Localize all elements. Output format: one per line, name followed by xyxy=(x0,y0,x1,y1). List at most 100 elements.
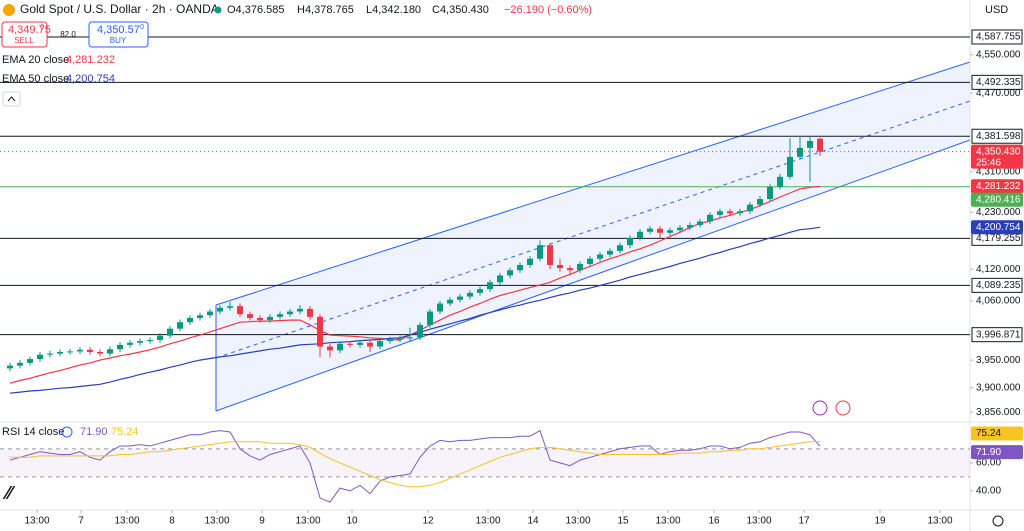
y-tick-label: 3,856.000 xyxy=(976,407,1021,418)
x-tick-label: 13:00 xyxy=(746,516,771,527)
level-label: 3,996.871 xyxy=(976,329,1021,340)
settings-icon[interactable] xyxy=(992,515,1004,527)
candle-body xyxy=(627,237,633,246)
sell-button[interactable] xyxy=(1,21,48,48)
x-tick-label: 13:00 xyxy=(655,516,680,527)
candle-body xyxy=(707,214,713,222)
y-tick-label: 4,470.000 xyxy=(976,88,1021,99)
flag-icon[interactable] xyxy=(835,400,851,416)
candle-body xyxy=(437,303,443,312)
rsi-line xyxy=(10,441,821,488)
level-tag xyxy=(971,327,1023,343)
candle-body xyxy=(17,362,23,366)
candle-body xyxy=(147,340,153,342)
candle-body xyxy=(467,292,473,297)
sell-sup: 0 xyxy=(40,24,44,31)
rsi-ma-tag-bg xyxy=(971,426,1023,441)
x-tick-label: 13:00 xyxy=(295,516,320,527)
candle-body xyxy=(577,263,583,271)
candle-body xyxy=(337,343,343,351)
ohlc-high: H4,378.765 xyxy=(297,4,354,16)
ohlc-low: L4,342.180 xyxy=(366,4,421,16)
x-tick-label: 17 xyxy=(798,516,810,527)
candle-body xyxy=(387,339,393,342)
market-status xyxy=(214,6,222,14)
rsi-icon xyxy=(61,426,73,438)
candle-body xyxy=(447,299,453,304)
change: −26.190 (−0.60%) xyxy=(504,4,592,16)
candle-body xyxy=(177,322,183,329)
y-tick-label: 3,900.000 xyxy=(976,382,1021,393)
candle-body xyxy=(307,308,313,317)
y-tick-label: 3,950.000 xyxy=(976,355,1021,366)
x-tick-label: 12 xyxy=(422,516,434,527)
candle-body xyxy=(367,342,373,347)
candle-body xyxy=(657,228,663,233)
last-price-tag-bg xyxy=(971,144,1023,169)
ema20-name: EMA 20 close xyxy=(2,54,69,66)
candle-body xyxy=(327,346,333,351)
buy-button[interactable] xyxy=(88,21,149,48)
buy-label: BUY xyxy=(110,36,127,45)
spread: 82.0 xyxy=(60,30,76,39)
rsi-name: RSI 14 close xyxy=(2,426,64,438)
level-label: 4,179.255 xyxy=(976,233,1021,244)
candle-body xyxy=(737,211,743,214)
collapse-icon xyxy=(7,96,16,102)
position-tag-bg xyxy=(971,192,1023,207)
rsi-ma-value: 75.24 xyxy=(111,426,139,438)
event-icon[interactable] xyxy=(812,400,828,416)
candle-body xyxy=(77,349,83,352)
rsi-value: 71.90 xyxy=(80,426,108,438)
candle-body xyxy=(27,359,33,363)
candle-body xyxy=(377,341,383,347)
logo: ⁄⁄ xyxy=(2,483,16,503)
candle-body xyxy=(97,351,103,354)
last-price-tag: 4,350.430 xyxy=(976,146,1021,157)
sell-price: 4,349.75 xyxy=(8,24,51,36)
candle-body xyxy=(287,311,293,315)
rsi-line xyxy=(9,429,821,503)
candle-body xyxy=(487,282,493,290)
rsi-tick-label: 60.00 xyxy=(976,458,1001,469)
candle-body xyxy=(267,316,273,321)
candle-body xyxy=(357,342,363,345)
channel-upper xyxy=(215,61,971,306)
x-tick-label: 19 xyxy=(874,516,886,527)
x-tick-label: 9 xyxy=(259,516,265,527)
candle-body xyxy=(277,314,283,317)
candle-body xyxy=(427,311,433,325)
candle-body xyxy=(217,307,223,312)
sell-label: SELL xyxy=(14,36,34,45)
channel-fill xyxy=(216,62,970,411)
candle-body xyxy=(157,335,163,341)
level-label: 4,492.335 xyxy=(976,77,1021,88)
rsi-tag: 71.90 xyxy=(976,447,1001,458)
candle-body xyxy=(527,258,533,265)
candle-body xyxy=(547,245,553,265)
candle-body xyxy=(237,306,243,315)
level-tag xyxy=(971,128,1023,144)
candle-body xyxy=(167,328,173,336)
y-tick-label: 4,060.000 xyxy=(976,295,1021,306)
position-tag: 4,280.416 xyxy=(976,194,1021,205)
collapse-button[interactable] xyxy=(2,91,21,107)
rsi-tick-label: 40.00 xyxy=(976,486,1001,497)
candle-body xyxy=(607,250,613,255)
candle-body xyxy=(697,221,703,226)
candle-body xyxy=(677,227,683,231)
candle-body xyxy=(117,344,123,350)
candle-body xyxy=(797,147,803,157)
x-tick-label: 13:00 xyxy=(565,516,590,527)
x-tick-label: 14 xyxy=(527,516,539,527)
candle-body xyxy=(497,275,503,283)
x-tick-label: 8 xyxy=(169,516,175,527)
rsi-tag-bg xyxy=(971,445,1023,460)
buy-sup: 0 xyxy=(140,24,144,31)
candle-body xyxy=(37,354,43,360)
ema50-value: 4,200.754 xyxy=(66,73,115,85)
trade-buttons: 4,349.75 0 SELL 82.0 4,350.57 0 BUY xyxy=(1,21,149,48)
candle-body xyxy=(807,140,813,148)
